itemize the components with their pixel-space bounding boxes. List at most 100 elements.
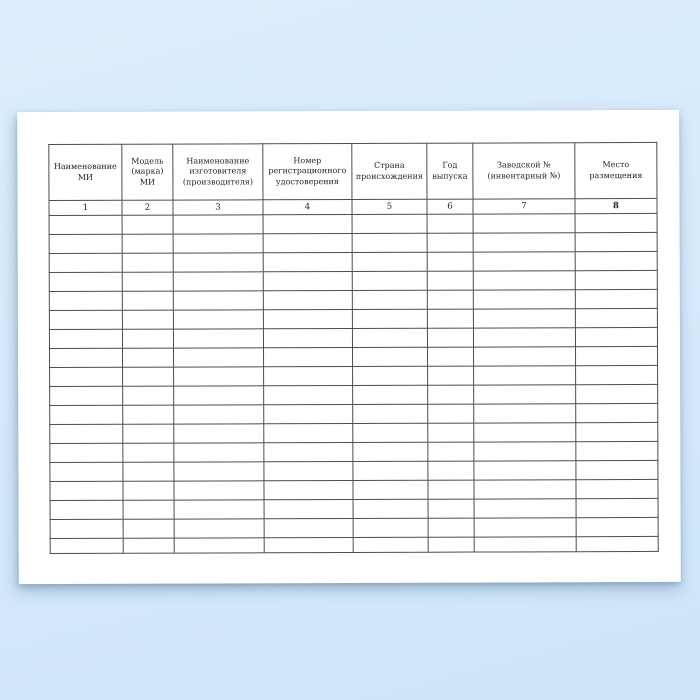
table-row <box>49 384 658 406</box>
table-cell-empty <box>352 423 428 443</box>
table-cell-empty <box>174 499 265 520</box>
table-cell-empty <box>122 272 174 292</box>
table-cell-empty <box>49 386 123 406</box>
table-cell-empty <box>575 270 658 290</box>
table-cell-empty <box>473 270 576 291</box>
table-cell-empty <box>122 348 174 368</box>
table-cell-empty <box>427 290 474 310</box>
table-row <box>49 213 658 235</box>
table-cell-empty <box>427 252 474 272</box>
table-row <box>49 479 659 501</box>
column-number-cell: 2 <box>121 200 174 216</box>
table-cell-empty <box>49 443 123 463</box>
table-cell-empty <box>264 499 354 519</box>
table-cell-empty <box>122 329 174 349</box>
table-cell-empty <box>50 538 124 554</box>
table-cell-empty <box>473 308 576 329</box>
table-cell-empty <box>427 214 474 234</box>
table-cell-empty <box>474 498 577 519</box>
table-cell-empty <box>173 328 264 349</box>
table-cell-empty <box>427 366 474 386</box>
table-cell-empty <box>575 384 658 404</box>
table-cell-empty <box>263 271 353 291</box>
table-cell-empty <box>352 442 428 462</box>
table-cell-empty <box>49 310 123 330</box>
table-cell-empty <box>473 289 576 310</box>
table-cell-empty <box>352 252 428 272</box>
table-cell-empty <box>352 385 428 405</box>
table-cell-empty <box>122 462 174 482</box>
table-cell-empty <box>352 309 428 329</box>
table-cell-empty <box>50 500 124 520</box>
column-number-cell: 5 <box>351 199 428 215</box>
table-cell-empty <box>575 403 658 423</box>
table-row <box>49 460 658 482</box>
table-cell-empty <box>575 365 658 385</box>
table-cell-empty <box>122 310 174 330</box>
table-cell-empty <box>352 214 428 234</box>
table-cell-empty <box>123 519 175 539</box>
table-cell-empty <box>427 404 474 424</box>
table-cell-empty <box>173 309 264 330</box>
table-row <box>49 441 658 463</box>
table-body: Наименование МИ Модель (марка) МИ Наименов… <box>48 142 659 554</box>
table-cell-empty <box>352 290 428 310</box>
table-cell-empty <box>122 291 174 311</box>
header-row: Наименование МИ Модель (марка) МИ Наименов… <box>48 142 657 201</box>
table-cell-empty <box>263 309 353 329</box>
table-cell-empty <box>49 215 123 235</box>
table-cell-empty <box>173 233 264 254</box>
table-cell-empty <box>49 348 123 368</box>
table-row <box>49 403 658 425</box>
table-cell-empty <box>427 233 474 253</box>
table-cell-empty <box>575 460 658 480</box>
table-cell-empty <box>122 234 174 254</box>
table-row <box>49 327 658 349</box>
table-row <box>49 308 658 330</box>
table-cell-empty <box>352 366 428 386</box>
table-cell-empty <box>263 347 353 367</box>
table-cell-empty <box>173 214 264 235</box>
column-header: Год выпуска <box>426 143 473 200</box>
table-cell-empty <box>575 308 658 328</box>
column-number-cell: 3 <box>172 199 264 216</box>
table-cell-empty <box>473 384 576 405</box>
table-cell-empty <box>427 423 474 443</box>
column-header: Наименование МИ <box>48 144 122 201</box>
table-cell-empty <box>122 481 175 501</box>
table-cell-empty <box>122 405 174 425</box>
table-cell-empty <box>263 366 353 386</box>
table-row <box>49 289 658 311</box>
table-cell-empty <box>353 537 429 553</box>
table-cell-empty <box>49 272 123 292</box>
table-cell-empty <box>49 481 124 501</box>
table-cell-empty <box>427 442 474 462</box>
table-cell-empty <box>173 461 264 482</box>
table-cell-empty <box>473 460 576 481</box>
table-cell-empty <box>263 290 353 310</box>
table-row <box>50 498 659 520</box>
table-cell-empty <box>427 309 474 329</box>
table-cell-empty <box>263 233 353 253</box>
table-row <box>49 251 658 273</box>
column-number-cell: 7 <box>472 198 576 215</box>
column-header: Наименование изготовителя (производителя… <box>172 143 263 201</box>
table-cell-empty <box>428 537 475 553</box>
table-cell-empty <box>122 424 174 444</box>
table-cell-empty <box>427 347 474 367</box>
table-cell-empty <box>263 404 353 424</box>
table-cell-empty <box>473 441 576 462</box>
table-cell-empty <box>122 443 174 463</box>
table-cell-empty <box>576 498 659 518</box>
table-cell-empty <box>575 251 658 271</box>
table-cell-empty <box>576 517 659 537</box>
table-cell-empty <box>49 367 123 387</box>
table-cell-empty <box>50 519 124 539</box>
table-row <box>50 517 659 539</box>
table-cell-empty <box>173 423 264 444</box>
table-cell-empty <box>173 290 264 311</box>
table-cell-empty <box>173 385 264 406</box>
table-cell-empty <box>173 347 264 368</box>
table-cell-empty <box>427 480 475 500</box>
table-cell-empty <box>575 232 658 252</box>
